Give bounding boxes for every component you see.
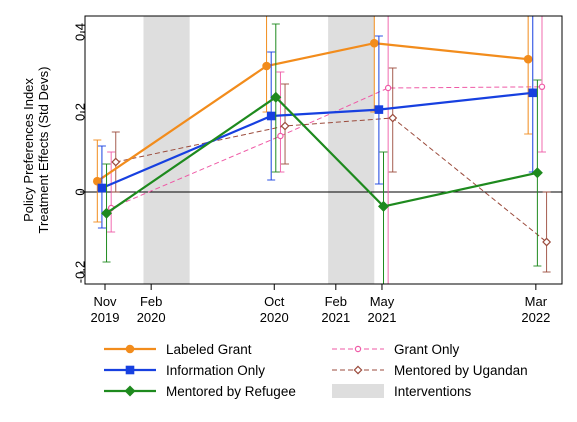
legend-label: Labeled Grant (166, 342, 252, 357)
legend-label: Information Only (166, 363, 265, 378)
series-line (101, 91, 533, 190)
legend-label: Grant Only (394, 342, 460, 357)
x-tick-label-month: Nov (93, 294, 117, 309)
y-tick-label: -0.2 (73, 261, 88, 283)
legend-item-interventions: Interventions (332, 384, 472, 399)
data-point (97, 183, 107, 193)
plot-frame (84, 15, 563, 285)
legend-swatch-marker (354, 345, 362, 353)
x-tick-label-year: 2021 (368, 310, 397, 325)
data-point (270, 91, 282, 103)
data-point (369, 38, 379, 48)
legend-item-information-only: Information Only (104, 363, 265, 378)
data-point (93, 176, 102, 186)
intervention-band-2 (328, 16, 375, 284)
legend-item-labeled-grant: Labeled Grant (104, 342, 252, 357)
data-point (528, 88, 538, 98)
series-line (105, 95, 538, 215)
series-line (96, 42, 529, 183)
data-point (538, 83, 546, 91)
y-axis-title-line: Policy Preferences Index (21, 78, 36, 222)
legend-label: Mentored by Refugee (166, 384, 296, 399)
legend-item-grant-only: Grant Only (332, 342, 460, 357)
legend-swatch-marker (125, 365, 135, 375)
axes: 0.4 0.2 0 -0.2 Policy Preferences IndexTreat… (21, 15, 563, 325)
data-point (266, 111, 276, 121)
series-labeled-grant (93, 16, 533, 223)
data-point (388, 113, 398, 123)
y-tick-label: 0.2 (73, 103, 88, 121)
series-line (115, 117, 547, 243)
legend-item-mentored-by-refugee: Mentored by Refugee (104, 384, 296, 399)
series-mentored-by-refugee (101, 23, 543, 284)
x-tick-label-month: Feb (140, 294, 162, 309)
legend: Labeled Grant Grant Only Information Only M… (104, 342, 528, 399)
series-group (93, 16, 552, 284)
x-tick-label-month: Oct (264, 294, 285, 309)
data-point (280, 121, 290, 131)
legend-label: Interventions (394, 384, 472, 399)
x-tick-label-year: 2022 (521, 310, 550, 325)
x-tick-label-year: 2019 (91, 310, 120, 325)
data-point (378, 200, 390, 212)
data-point (101, 207, 113, 219)
y-axis-title: Policy Preferences IndexTreatment Effect… (21, 67, 51, 234)
data-point (384, 84, 392, 92)
legend-swatch-box (332, 384, 384, 398)
y-tick-label: 0.4 (73, 23, 88, 41)
x-tick-label-month: May (370, 294, 395, 309)
x-tick-label-year: 2020 (137, 310, 166, 325)
y-tick-label: 0 (73, 188, 88, 195)
legend-swatch-marker (125, 344, 135, 354)
legend-swatch-marker (353, 365, 363, 375)
data-point (531, 167, 543, 179)
plot-area (85, 16, 562, 284)
legend-swatch-marker (124, 385, 136, 397)
legend-item-mentored-by-ugandan: Mentored by Ugandan (332, 363, 528, 378)
x-tick-label-month: Feb (325, 294, 347, 309)
legend-label: Mentored by Ugandan (394, 363, 528, 378)
x-tick-label-year: 2021 (321, 310, 350, 325)
data-point (523, 54, 533, 64)
x-tick-label-year: 2020 (260, 310, 289, 325)
data-point (374, 105, 384, 114)
intervention-band-1 (143, 16, 190, 284)
data-point (542, 237, 552, 247)
x-tick-label-month: Mar (525, 294, 548, 309)
data-point (111, 157, 121, 167)
series-information-only (97, 16, 538, 229)
data-point (277, 132, 284, 140)
data-point (262, 61, 271, 71)
y-axis-title-line: Treatment Effects (Std Devs) (36, 67, 51, 234)
